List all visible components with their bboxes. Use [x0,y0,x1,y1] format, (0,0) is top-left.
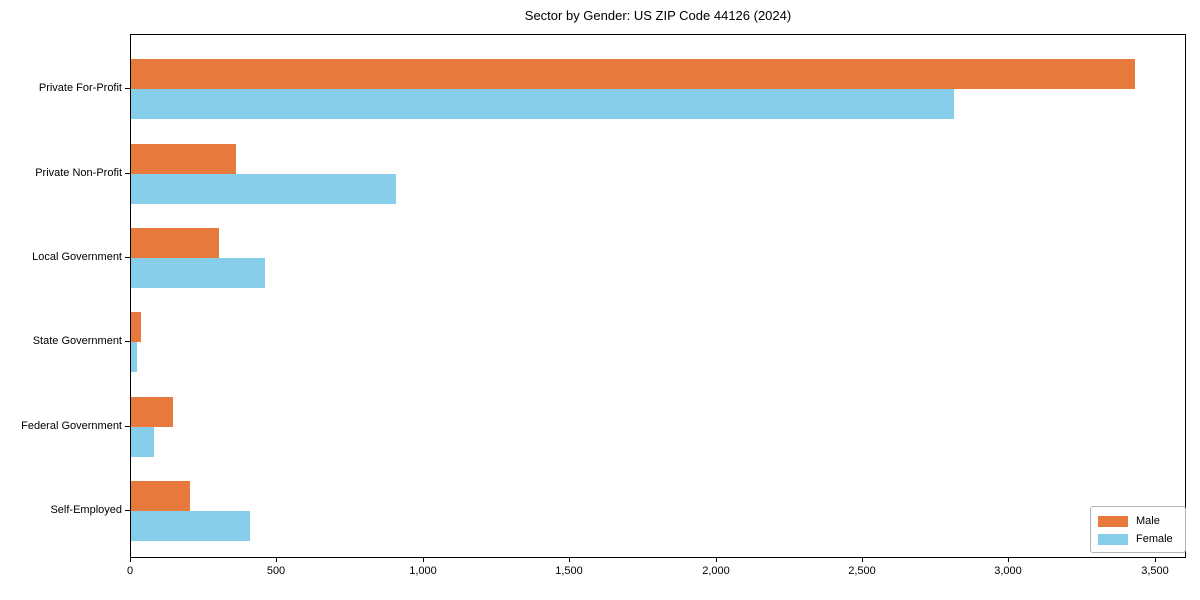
x-axis-tick [130,558,131,562]
chart-title: Sector by Gender: US ZIP Code 44126 (202… [524,8,792,23]
y-axis-tick [125,509,130,511]
bar-male-5 [131,480,190,511]
x-axis-tick [569,558,570,562]
x-axis-tick-label: 2,000 [702,565,730,577]
x-axis-tick [1008,558,1009,562]
legend-swatch-female [1098,533,1128,545]
legend-label: Female [1136,533,1173,545]
legend-label: Male [1136,515,1160,527]
bar-female-0 [131,89,954,120]
y-axis-category-label: Federal Government [21,419,122,432]
legend-item-male: Male [1098,512,1178,530]
y-axis-category-label: Local Government [32,250,122,263]
x-axis-tick [1155,558,1156,562]
plot-area [130,34,1186,558]
bar-male-3 [131,312,141,343]
y-axis-category-label: State Government [32,335,122,348]
y-axis-tick [125,341,130,343]
x-axis-tick-label: 0 [126,565,134,577]
bar-male-1 [131,143,236,174]
legend-swatch-male [1098,515,1128,527]
bar-female-1 [131,173,396,204]
legend: Male Female [1090,506,1186,553]
x-axis-tick-label: 1,500 [555,565,583,577]
bar-male-4 [131,396,173,427]
x-axis-tick-label: 3,500 [1141,565,1169,577]
y-axis-category-label: Private For-Profit [38,82,122,95]
legend-item-female: Female [1098,530,1178,548]
x-axis-tick [276,558,277,562]
y-axis-tick [125,256,130,258]
x-axis-tick [716,558,717,562]
bar-male-0 [131,59,1135,90]
x-axis-tick [423,558,424,562]
x-axis-tick-label: 500 [266,565,286,577]
y-axis-tick [125,172,130,174]
bar-female-4 [131,426,154,457]
x-axis-tick [862,558,863,562]
x-axis-tick-label: 2,500 [848,565,876,577]
bar-female-3 [131,342,137,373]
y-axis-category-label: Private Non-Profit [35,166,122,179]
y-axis-tick [125,88,130,90]
x-axis-tick-label: 1,000 [409,565,437,577]
bar-female-2 [131,257,265,288]
y-axis-category-label: Self-Employed [50,503,122,516]
bar-male-2 [131,227,219,258]
x-axis-tick-label: 3,000 [994,565,1022,577]
bar-female-5 [131,510,250,541]
y-axis-tick [125,425,130,427]
